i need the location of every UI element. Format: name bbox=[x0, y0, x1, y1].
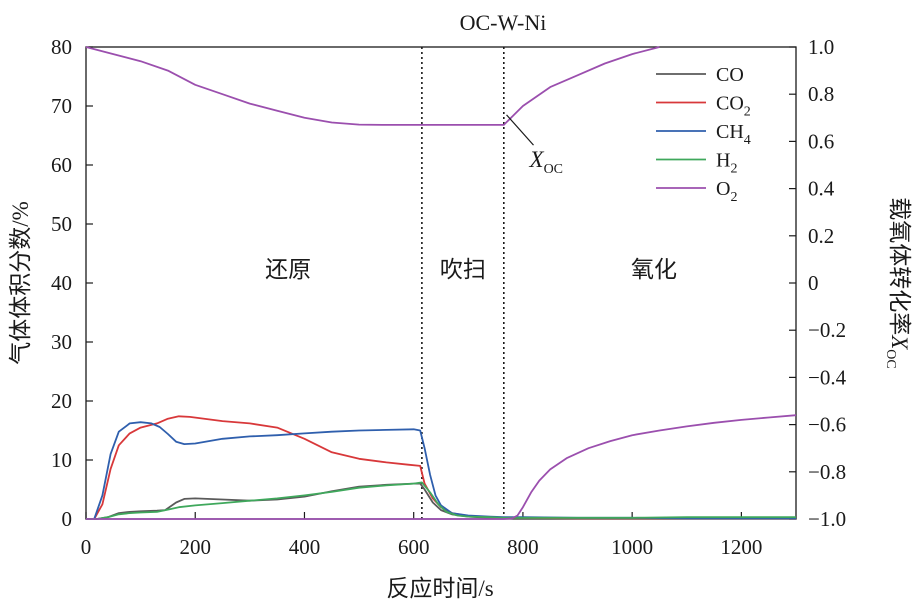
y-right-tick-label: 1.0 bbox=[808, 35, 834, 59]
y-left-tick-label: 20 bbox=[51, 389, 72, 413]
y-axis-right-label-main: 载氧体转化率 bbox=[887, 197, 912, 335]
x-tick-label: 200 bbox=[179, 535, 211, 559]
x-tick-label: 600 bbox=[398, 535, 430, 559]
legend-label-co: CO bbox=[716, 64, 744, 86]
y-right-tick-label: 0.4 bbox=[808, 177, 835, 201]
legend-label-o2: O2 bbox=[716, 178, 737, 205]
y-left-tick-label: 50 bbox=[51, 212, 72, 236]
y-left-tick-label: 40 bbox=[51, 271, 72, 295]
y-right-tick-label: 0 bbox=[808, 271, 819, 295]
y-axis-right-label: 载氧体转化率XOC bbox=[883, 197, 912, 369]
y-left-tick-label: 0 bbox=[62, 507, 73, 531]
y-right-tick-label: 0.6 bbox=[808, 129, 834, 153]
y-axis-right-label-symbol: X bbox=[887, 334, 912, 350]
series-line-xoc bbox=[85, 46, 660, 126]
y-right-tick-label: −0.8 bbox=[808, 460, 846, 484]
x-tick-label: 800 bbox=[507, 535, 539, 559]
plot-frame bbox=[85, 46, 797, 520]
y-left-tick-label: 10 bbox=[51, 448, 72, 472]
series-line-o2 bbox=[86, 414, 797, 520]
y-left-tick-label: 70 bbox=[51, 94, 72, 118]
legend-label-ch4-sub: 4 bbox=[744, 133, 751, 148]
y-left-tick-label: 80 bbox=[51, 35, 72, 59]
plot-area: 0 200 400 600 800 1000 120001020304050607080−1… bbox=[51, 35, 847, 559]
x-tick-label: 1200 bbox=[720, 535, 762, 559]
y-right-tick-label: 0.8 bbox=[808, 82, 834, 106]
chart-title: OC-W-Ni bbox=[460, 10, 547, 35]
y-right-tick-label: −0.6 bbox=[808, 413, 846, 437]
y-right-tick-label: −0.2 bbox=[808, 318, 846, 342]
legend-label-o2-main: O bbox=[716, 178, 730, 200]
legend-label-co-main: CO bbox=[716, 64, 744, 86]
x-tick-label: 1000 bbox=[611, 535, 653, 559]
series-line-co bbox=[86, 482, 796, 520]
x-tick-label: 400 bbox=[289, 535, 321, 559]
legend-label-h2-main: H bbox=[716, 150, 730, 172]
legend-label-co2-sub: 2 bbox=[744, 105, 751, 120]
legend-label-h2: H2 bbox=[716, 150, 737, 177]
y-left-tick-label: 30 bbox=[51, 330, 72, 354]
x-axis-label: 反应时间/s bbox=[386, 576, 493, 601]
legend-label-ch4: CH4 bbox=[716, 121, 751, 148]
svg-text:载氧体转化率XOC: 载氧体转化率XOC bbox=[883, 197, 912, 369]
region-label-1: 吹扫 bbox=[440, 257, 486, 282]
y-right-tick-label: −0.4 bbox=[808, 365, 847, 389]
y-axis-left-label: 气体体积分数/% bbox=[8, 201, 33, 365]
y-left-tick-label: 60 bbox=[51, 153, 72, 177]
annotation-xoc: XOC bbox=[529, 147, 564, 177]
annotation-xoc-sub: OC bbox=[544, 162, 563, 177]
annotation-pointer bbox=[506, 114, 534, 146]
legend-label-co2-main: CO bbox=[716, 93, 744, 115]
series-line-h2 bbox=[86, 481, 796, 520]
legend-label-h2-sub: 2 bbox=[730, 162, 737, 177]
y-right-tick-label: −1.0 bbox=[808, 507, 846, 531]
legend-label-co2: CO2 bbox=[716, 93, 751, 120]
series-line-ch4 bbox=[86, 421, 796, 520]
x-tick-label: 0 bbox=[81, 535, 92, 559]
region-label-0: 还原 bbox=[265, 257, 311, 282]
legend-label-o2-sub: 2 bbox=[730, 190, 737, 205]
region-label-2: 氧化 bbox=[631, 257, 677, 282]
annotation-xoc-main: X bbox=[529, 147, 545, 172]
y-axis-right-label-sub: OC bbox=[883, 349, 898, 368]
legend-label-ch4-main: CH bbox=[716, 121, 744, 143]
y-right-tick-label: 0.2 bbox=[808, 224, 834, 248]
